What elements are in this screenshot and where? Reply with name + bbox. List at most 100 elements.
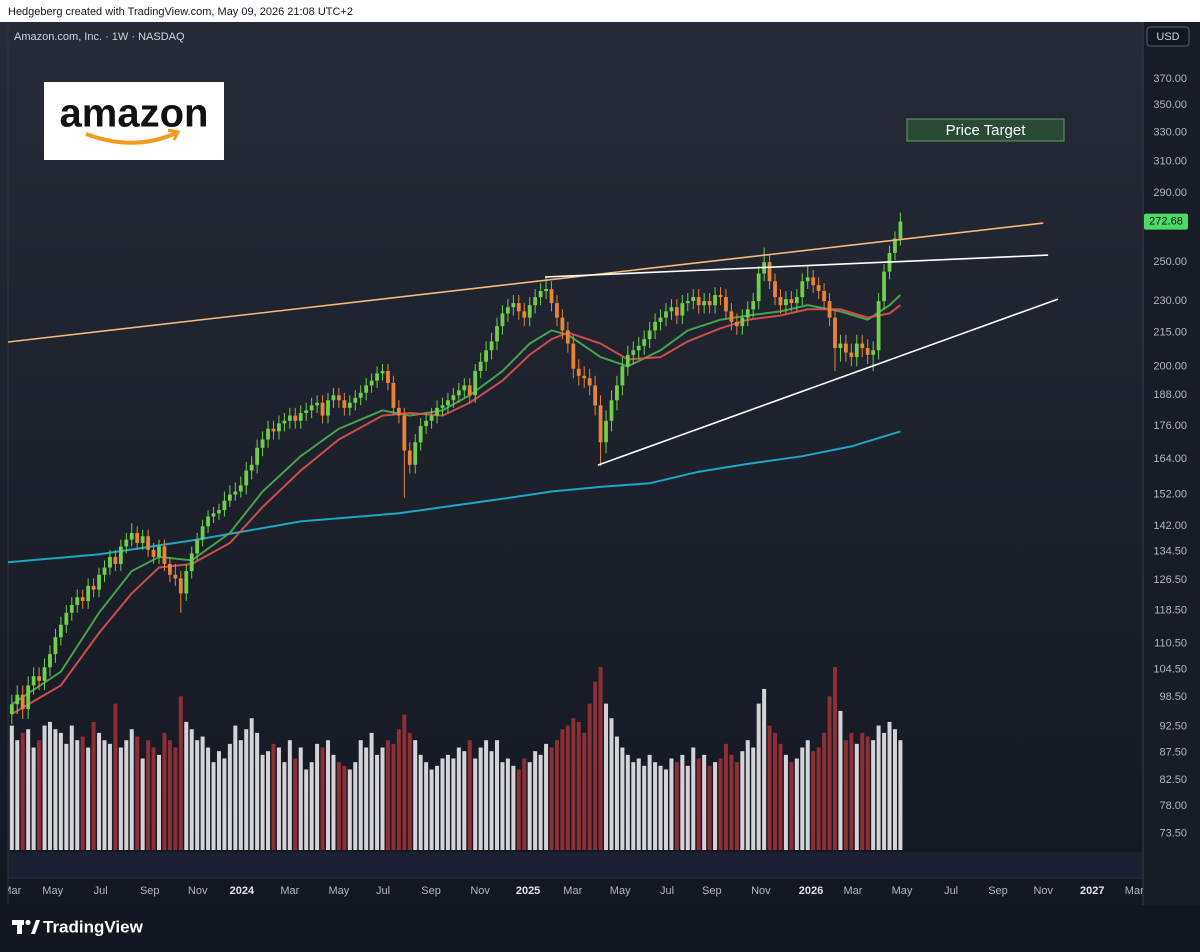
candle-body xyxy=(435,407,439,416)
candle-body xyxy=(195,539,200,554)
candle-body xyxy=(631,350,636,355)
volume-bar xyxy=(118,747,123,850)
volume-bar xyxy=(167,740,172,850)
x-tick-label: Sep xyxy=(140,885,160,897)
candle-body xyxy=(86,585,91,602)
volume-bar xyxy=(9,725,14,850)
candle-body xyxy=(773,281,777,298)
volume-bar xyxy=(402,714,407,850)
candle-body xyxy=(555,303,559,318)
volume-bar xyxy=(669,758,674,850)
volume-bar xyxy=(484,740,489,850)
volume-bar xyxy=(467,740,472,850)
candle-body xyxy=(718,295,723,298)
volume-bar xyxy=(375,754,380,850)
volume-bar xyxy=(391,743,396,850)
candle-body xyxy=(658,317,663,322)
y-tick-label: 87.50 xyxy=(1159,746,1187,758)
candle-body xyxy=(266,428,270,440)
candle-body xyxy=(249,464,254,471)
plot-area xyxy=(8,212,1059,850)
volume-bar xyxy=(211,762,216,850)
candle-body xyxy=(789,299,794,304)
candle-body xyxy=(871,350,876,355)
candle-body xyxy=(42,667,47,681)
volume-bar xyxy=(47,721,52,850)
volume-bar xyxy=(451,758,456,850)
volume-bar xyxy=(604,703,609,850)
candle-body xyxy=(636,345,641,351)
volume-bar xyxy=(767,725,772,850)
footer xyxy=(0,905,1200,952)
y-tick-label: 230.00 xyxy=(1153,295,1187,307)
candle-body xyxy=(745,309,750,318)
candle-body xyxy=(440,405,445,408)
x-tick-label: 2026 xyxy=(799,885,823,897)
candle-body xyxy=(778,297,783,306)
currency-box[interactable] xyxy=(1146,26,1190,47)
candle-body xyxy=(15,694,20,705)
candle-body xyxy=(522,311,527,318)
volume-bar xyxy=(489,751,494,850)
volume-bar xyxy=(26,729,31,850)
candle-body xyxy=(53,637,58,655)
volume-bar xyxy=(298,747,303,850)
candle-body xyxy=(58,624,63,638)
candle-body xyxy=(140,536,145,544)
candle-body xyxy=(168,563,172,575)
candle-body xyxy=(407,450,412,465)
volume-bar xyxy=(773,732,778,850)
candle-body xyxy=(222,500,227,511)
x-tick-label: Mar xyxy=(2,885,21,897)
volume-bar xyxy=(642,765,647,850)
x-tick-label: Jul xyxy=(660,885,674,897)
y-tick-label: 134.50 xyxy=(1153,546,1187,558)
logo-text: amazon xyxy=(60,92,209,136)
candle-body xyxy=(860,343,865,349)
volume-bar xyxy=(282,762,287,850)
candle-body xyxy=(664,311,668,318)
volume-bar xyxy=(882,732,887,850)
volume-bar xyxy=(538,754,543,850)
candle-body xyxy=(189,553,194,572)
volume-bar xyxy=(544,743,549,850)
volume-bar xyxy=(478,747,483,850)
volume-bar xyxy=(598,667,603,850)
volume-bar xyxy=(102,740,107,850)
volume-bar xyxy=(723,743,728,850)
y-tick-label: 126.50 xyxy=(1153,574,1187,586)
moving-average xyxy=(11,294,902,706)
logo-smile xyxy=(85,131,177,145)
volume-bar xyxy=(740,751,745,850)
volume-bar xyxy=(811,751,816,850)
volume-bar xyxy=(364,747,369,850)
volume-bar xyxy=(413,740,418,850)
candle-body xyxy=(838,343,843,349)
candle-body xyxy=(271,428,276,432)
candle-body xyxy=(549,289,554,304)
volume-bar xyxy=(625,754,630,850)
candle-body xyxy=(794,297,799,304)
candle-body xyxy=(293,415,298,421)
candle-body xyxy=(816,285,821,292)
candle-body xyxy=(740,317,745,327)
volume-bar xyxy=(200,736,205,850)
candle-body xyxy=(97,574,101,590)
candle-body xyxy=(75,597,80,605)
candle-body xyxy=(849,352,854,358)
volume-bar xyxy=(527,762,532,850)
candle-body xyxy=(489,341,494,351)
volume-bar xyxy=(756,703,761,850)
volume-bar xyxy=(107,743,112,850)
volume-bar xyxy=(124,740,129,850)
volume-bar xyxy=(293,758,298,850)
candle-body xyxy=(20,694,25,710)
candle-body xyxy=(358,392,363,398)
candle-body xyxy=(206,516,210,527)
candle-body xyxy=(282,420,287,424)
volume-bar xyxy=(685,765,690,850)
candle-body xyxy=(326,400,330,416)
volume-bar xyxy=(178,696,183,850)
x-tick-label: Jul xyxy=(94,885,108,897)
